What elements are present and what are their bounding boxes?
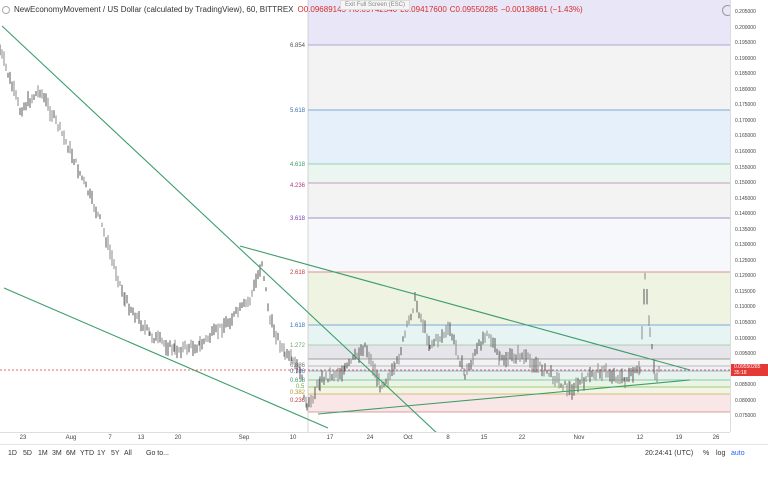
price-tick: 0.205000 [735, 9, 756, 15]
fib-extension[interactable] [307, 0, 730, 432]
fib-label: 1 [290, 357, 294, 363]
price-tick: 0.190000 [735, 55, 756, 62]
price-tick: 0.115000 [735, 288, 756, 295]
legend-change: −0.00138861 (−1.43%) [500, 5, 583, 14]
price-tick: 0.160000 [735, 148, 756, 155]
price-tick: 0.135000 [735, 226, 756, 233]
auto-toggle[interactable]: auto [731, 450, 745, 457]
symbol-title: NewEconomyMovement / US Dollar (calculat… [14, 5, 294, 14]
fib-label: 3.618 [290, 216, 306, 222]
price-tick: 0.200000 [735, 24, 756, 31]
utc-clock: 20:24:41 (UTC) [645, 450, 694, 457]
price-tick: 0.080000 [735, 397, 756, 404]
fib-label: 0.886 [290, 363, 306, 369]
time-tick: 12 [636, 435, 644, 441]
price-tick: 0.075000 [735, 413, 756, 420]
time-tick: 24 [366, 435, 374, 441]
price-tick: 0.195000 [735, 40, 756, 47]
legend-close: C0.09550285 [449, 5, 498, 14]
timeframe-ytd[interactable]: YTD [80, 450, 94, 457]
price-tick: 0.095000 [735, 351, 756, 358]
trendline-lower-descending [3, 287, 329, 429]
bottom-toolbar: 1D 5D 1M 3M 6M YTD 1Y 5Y All Go to... 20… [0, 444, 768, 481]
legend-low: L0.09417600 [400, 5, 447, 14]
time-tick: 10 [289, 435, 297, 441]
fib-label: 0.382 [290, 390, 306, 396]
price-tick: 0.165000 [735, 133, 756, 140]
trendline-upper-descending [1, 25, 437, 432]
time-tick: Oct [403, 435, 413, 441]
time-tick: 26 [712, 435, 720, 441]
fib-label: 0.786 [290, 369, 306, 375]
price-tick: 0.150000 [735, 180, 756, 187]
time-tick: 7 [108, 435, 112, 441]
fib-label: 5.618 [290, 108, 306, 114]
log-toggle[interactable]: log [716, 450, 726, 457]
price-tick: 0.130000 [735, 242, 756, 249]
symbol-circle-icon [2, 5, 10, 14]
fib-label: 2.618 [290, 270, 306, 276]
price-tick: 0.180000 [735, 86, 756, 93]
timeframe-1m[interactable]: 1M [38, 450, 48, 457]
price-tick: 0.110000 [735, 304, 756, 311]
timeframe-5d[interactable]: 5D [23, 450, 32, 457]
price-tick: 0.085000 [735, 382, 756, 389]
timeframe-1d[interactable]: 1D [8, 450, 17, 457]
last-price-tag: 0.09550285 35:18 [731, 364, 768, 376]
trendlines[interactable] [1, 25, 691, 432]
last-price-value: 0.09550285 [734, 364, 761, 370]
time-tick: Aug [65, 435, 77, 441]
time-tick: 15 [480, 435, 488, 441]
price-axis[interactable]: 0.205000 0.200000 0.195000 0.190000 0.185000… [730, 0, 768, 432]
legend-open: O0.09689145 [297, 5, 347, 14]
time-axis[interactable]: 23 Aug 7 13 20 Sep 10 17 24 Oct 8 15 22 Nov 12 19 26 [0, 432, 730, 445]
time-tick: Nov [573, 435, 585, 441]
trendline-triangle-upper [239, 245, 691, 371]
goto-button[interactable]: Go to... [146, 450, 169, 457]
price-tick: 0.140000 [735, 211, 756, 218]
timeframe-3m[interactable]: 3M [52, 450, 62, 457]
timeframe-1y[interactable]: 1Y [97, 450, 106, 457]
time-tick: 23 [19, 435, 27, 441]
exit-fullscreen-button[interactable]: Exit Full Screen (ESC) [340, 0, 411, 10]
percent-toggle[interactable]: % [703, 450, 710, 457]
price-tick: 0.125000 [735, 257, 756, 264]
price-tick: 0.185000 [735, 71, 756, 78]
time-tick: Sep [238, 435, 250, 441]
time-tick: 19 [675, 435, 683, 441]
last-price-countdown: 35:18 [734, 370, 747, 376]
price-tick: 0.100000 [735, 335, 756, 342]
fib-label: 0.236 [290, 398, 306, 404]
fib-label: 0.618 [290, 378, 306, 384]
time-tick: 22 [518, 435, 526, 441]
timeframe-6m[interactable]: 6M [66, 450, 76, 457]
chart-legend[interactable]: NewEconomyMovement / US Dollar (calculat… [2, 5, 583, 14]
fib-label: 0.5 [296, 384, 305, 390]
trendline-triangle-lower [317, 379, 691, 415]
time-tick: 20 [174, 435, 182, 441]
timeframe-5y[interactable]: 5Y [111, 450, 120, 457]
time-tick: 8 [446, 435, 450, 441]
settings-icon[interactable] [722, 5, 730, 16]
fib-label: 4.236 [290, 183, 306, 189]
price-tick: 0.145000 [735, 195, 756, 202]
candlestick-series [0, 44, 660, 411]
fib-labels: 6.854 5.618 4.618 4.236 3.618 2.618 1.61… [290, 43, 306, 404]
fib-label: 6.854 [290, 43, 306, 49]
time-tick: 13 [137, 435, 145, 441]
price-chart[interactable]: 6.854 5.618 4.618 4.236 3.618 2.618 1.61… [0, 0, 730, 432]
timeframe-all[interactable]: All [124, 450, 132, 457]
price-tick: 0.155000 [735, 164, 756, 171]
time-tick: 17 [326, 435, 334, 441]
fib-label: 1.618 [290, 323, 306, 329]
fib-label: 1.272 [290, 343, 306, 349]
price-tick: 0.170000 [735, 117, 756, 124]
price-tick: 0.120000 [735, 273, 756, 280]
chart-area[interactable]: 6.854 5.618 4.618 4.236 3.618 2.618 1.61… [0, 0, 730, 432]
price-tick: 0.175000 [735, 102, 756, 109]
fib-label: 4.618 [290, 162, 306, 168]
price-tick: 0.105000 [735, 320, 756, 326]
